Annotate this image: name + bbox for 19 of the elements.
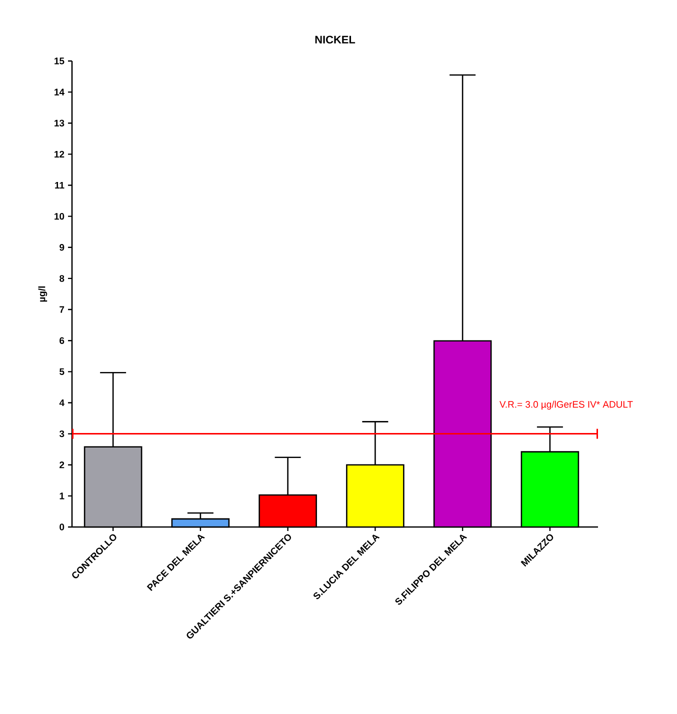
y-tick-label: 12 <box>54 150 64 158</box>
y-tick-label: 14 <box>54 88 64 96</box>
chart-title: NICKEL <box>315 36 356 44</box>
y-axis-title: µg/l <box>38 286 48 302</box>
y-tick-label: 7 <box>60 306 64 313</box>
y-tick-label: 5 <box>60 368 64 375</box>
y-tick-label: 4 <box>59 399 64 406</box>
y-tick-label: 6 <box>60 337 64 344</box>
y-tick-label: 2 <box>60 462 64 468</box>
ref-line-label: V.R.= 3.0 µg/lGerES IV* ADULT <box>500 400 633 410</box>
y-tick-label: 9 <box>60 244 64 251</box>
y-tick-label: 11 <box>55 182 64 189</box>
y-tick-label: 3 <box>59 430 64 438</box>
y-tick-label: 10 <box>54 212 64 220</box>
y-tick-label: 1 <box>60 492 64 500</box>
y-tick-label: 15 <box>54 58 64 64</box>
y-tick-label: 13 <box>54 120 64 126</box>
y-tick-label: 0 <box>60 524 64 530</box>
y-tick-label: 8 <box>60 275 64 282</box>
